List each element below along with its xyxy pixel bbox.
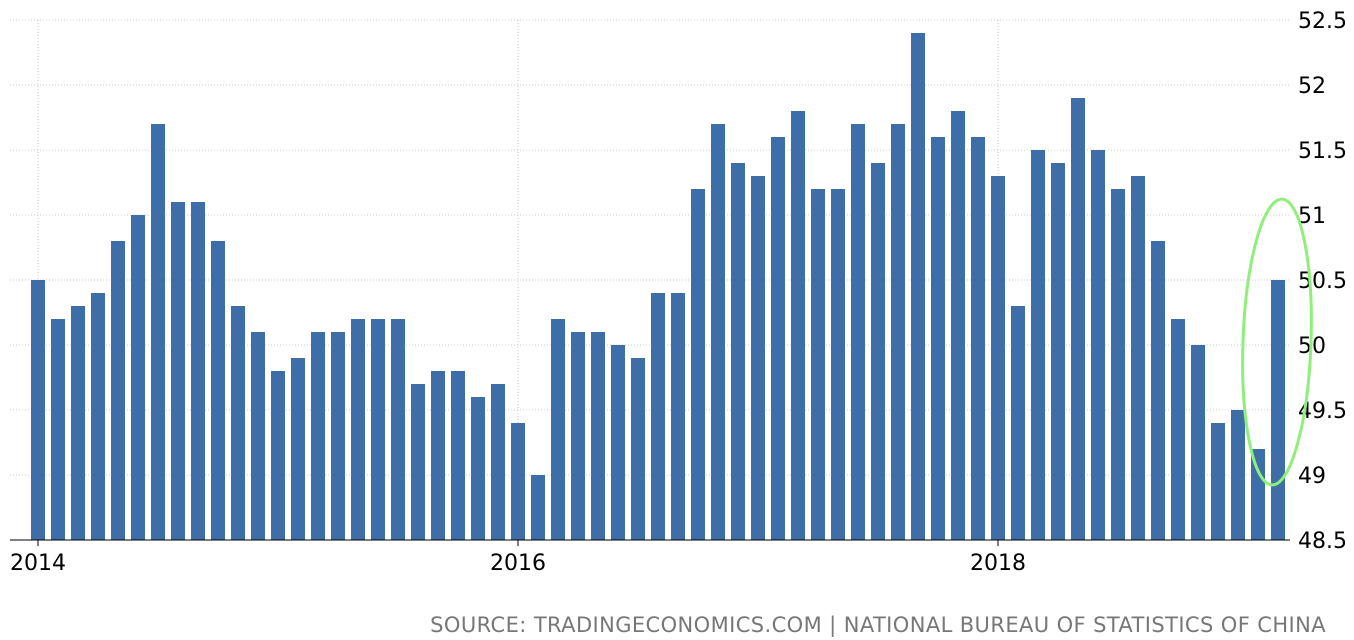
- y-tick-label: 52: [1298, 74, 1326, 99]
- x-tick-label: 2016: [490, 551, 546, 576]
- bar: [211, 241, 225, 540]
- bar: [651, 293, 665, 540]
- bar: [871, 163, 885, 540]
- bar: [611, 345, 625, 540]
- bar: [291, 358, 305, 540]
- bar: [471, 397, 485, 540]
- bar: [631, 358, 645, 540]
- x-tick-label: 2014: [10, 551, 66, 576]
- bar: [1111, 189, 1125, 540]
- bar: [171, 202, 185, 540]
- bar: [711, 124, 725, 540]
- bar: [251, 332, 265, 540]
- bar: [1151, 241, 1165, 540]
- bar: [891, 124, 905, 540]
- bar: [1231, 410, 1245, 540]
- bar: [1251, 449, 1265, 540]
- annotation-layer: [1241, 197, 1313, 487]
- bar: [51, 319, 65, 540]
- bar: [791, 111, 805, 540]
- bar: [1131, 176, 1145, 540]
- bar: [1091, 150, 1105, 540]
- source-footnote: SOURCE: TRADINGECONOMICS.COM | NATIONAL …: [430, 613, 1326, 638]
- bar: [491, 384, 505, 540]
- bar: [351, 319, 365, 540]
- bar: [1211, 423, 1225, 540]
- x-axis: 2014 2016 2018: [10, 539, 1290, 576]
- bar: [591, 332, 605, 540]
- bar: [131, 215, 145, 540]
- bar: [831, 189, 845, 540]
- bar: [451, 371, 465, 540]
- bar: [551, 319, 565, 540]
- bar: [931, 137, 945, 540]
- bar: [671, 293, 685, 540]
- bar: [1031, 150, 1045, 540]
- bar: [851, 124, 865, 540]
- bar: [1191, 345, 1205, 540]
- bar: [371, 319, 385, 540]
- y-tick-label: 51.5: [1298, 139, 1347, 164]
- bar: [811, 189, 825, 540]
- bar: [751, 176, 765, 540]
- bar: [991, 176, 1005, 540]
- bar: [531, 475, 545, 540]
- y-tick-label: 48.5: [1298, 529, 1347, 554]
- bar-layer: [31, 33, 1285, 540]
- bar: [1051, 163, 1065, 540]
- bar: [151, 124, 165, 540]
- bar: [1271, 280, 1285, 540]
- y-tick-label: 49: [1298, 464, 1326, 489]
- bar: [411, 384, 425, 540]
- bar: [691, 189, 705, 540]
- bar: [431, 371, 445, 540]
- y-tick-label: 52.5: [1298, 9, 1347, 34]
- bar: [91, 293, 105, 540]
- y-tick-label: 51: [1298, 204, 1326, 229]
- bar: [971, 137, 985, 540]
- bar: [231, 306, 245, 540]
- bar: [911, 33, 925, 540]
- bar: [1171, 319, 1185, 540]
- x-tick-label: 2018: [970, 551, 1026, 576]
- bar: [951, 111, 965, 540]
- bar: [771, 137, 785, 540]
- bar: [331, 332, 345, 540]
- bar: [311, 332, 325, 540]
- bar: [571, 332, 585, 540]
- bar: [271, 371, 285, 540]
- bar: [71, 306, 85, 540]
- bar: [191, 202, 205, 540]
- bar: [111, 241, 125, 540]
- bar: [731, 163, 745, 540]
- bar: [1071, 98, 1085, 540]
- bar: [31, 280, 45, 540]
- bar: [1011, 306, 1025, 540]
- bar: [391, 319, 405, 540]
- bar: [511, 423, 525, 540]
- y-tick-label: 50.5: [1298, 269, 1347, 294]
- highlight-ellipse: [1241, 197, 1313, 487]
